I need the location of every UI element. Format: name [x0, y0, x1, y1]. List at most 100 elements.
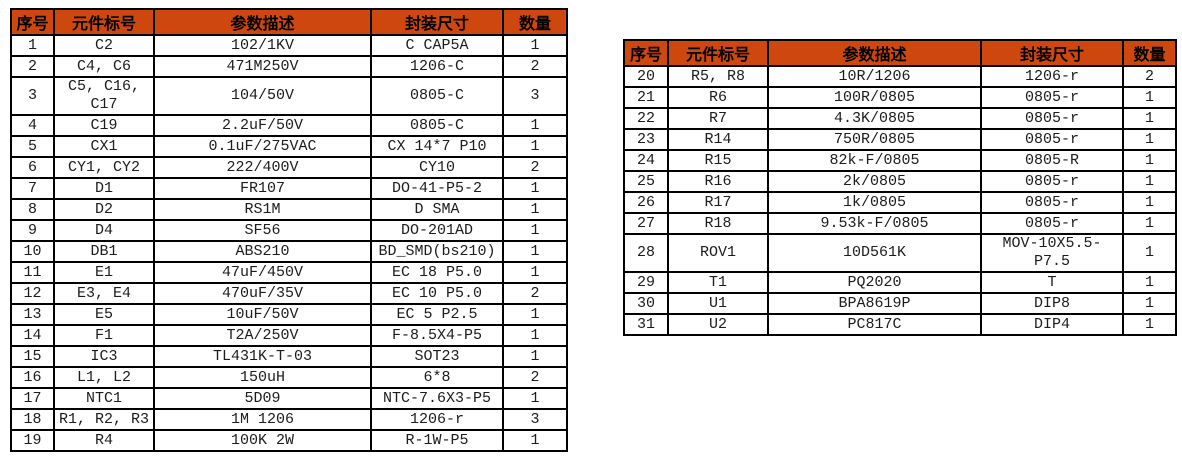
table-cell: 1k/0805	[767, 191, 982, 214]
table-row: 28 ROV1 10D561K MOV-10X5.5- P7.5 1	[623, 233, 1177, 273]
table-cell: 21	[623, 86, 669, 109]
table-cell: EC 10 P5.0	[370, 282, 504, 305]
table-row: 9 D4 SF56 DO-201AD 1	[10, 219, 568, 242]
table-row: 20 R5, R8 10R/1206 1206-r 2	[623, 65, 1177, 88]
table-row: 5 CX1 0.1uF/275VAC CX 14*7 P10 1	[10, 135, 568, 158]
table-cell: 102/1KV	[153, 34, 372, 57]
table-cell: 1	[502, 114, 568, 137]
table-cell: 4	[10, 114, 55, 137]
header-row: 序号 元件标号 参数描述 封装尺寸 数量	[623, 39, 1177, 67]
table-cell: TL431K-T-03	[153, 345, 372, 368]
table-cell: 0.1uF/275VAC	[153, 135, 372, 158]
table-cell: 222/400V	[153, 156, 372, 179]
table-cell: 0805-C	[370, 76, 504, 116]
table-cell: 10	[10, 240, 55, 263]
table-cell: 12	[10, 282, 55, 305]
table-cell: ROV1	[667, 233, 769, 273]
table-cell: NTC1	[53, 387, 155, 410]
table-cell: T1	[667, 271, 769, 294]
table-cell: 1206-r	[980, 65, 1124, 88]
table-row: 23 R14 750R/0805 0805-r 1	[623, 128, 1177, 151]
table-row: 13 E5 10uF/50V EC 5 P2.5 1	[10, 303, 568, 326]
table-cell: 9	[10, 219, 55, 242]
column-header-4: 数量	[1122, 39, 1177, 67]
table-cell: FR107	[153, 177, 372, 200]
table-cell: R6	[667, 86, 769, 109]
table-cell: 31	[623, 313, 669, 336]
table-cell: C4, C6	[53, 55, 155, 78]
table-row: 4 C19 2.2uF/50V 0805-C 1	[10, 114, 568, 137]
table-cell: F-8.5X4-P5	[370, 324, 504, 347]
table-row: 14 F1 T2A/250V F-8.5X4-P5 1	[10, 324, 568, 347]
column-header-2: 参数描述	[767, 39, 982, 67]
table-cell: 1	[502, 345, 568, 368]
column-header-0: 序号	[623, 39, 669, 67]
table-cell: C5, C16, C17	[53, 76, 155, 116]
table-cell: 104/50V	[153, 76, 372, 116]
table-cell: 0805-C	[370, 114, 504, 137]
table-cell: 23	[623, 128, 669, 151]
table-cell: 19	[10, 429, 55, 452]
table-cell: 2	[502, 55, 568, 78]
table-cell: D SMA	[370, 198, 504, 221]
table-cell: 6*8	[370, 366, 504, 389]
table-cell: L1, L2	[53, 366, 155, 389]
table-cell: 20	[623, 65, 669, 88]
table-cell: U2	[667, 313, 769, 336]
table-cell: 11	[10, 261, 55, 284]
table-cell: 10R/1206	[767, 65, 982, 88]
table-cell: 2	[10, 55, 55, 78]
table-cell: D1	[53, 177, 155, 200]
table-cell: DO-201AD	[370, 219, 504, 242]
table-row: 7 D1 FR107 DO-41-P5-2 1	[10, 177, 568, 200]
table-cell: D4	[53, 219, 155, 242]
table-cell: 1206-r	[370, 408, 504, 431]
table-cell: 0805-r	[980, 212, 1124, 235]
table-cell: 1	[1122, 191, 1177, 214]
table-cell: 15	[10, 345, 55, 368]
table-cell: E1	[53, 261, 155, 284]
table-cell: 1206-C	[370, 55, 504, 78]
table-cell: 1	[1122, 271, 1177, 294]
table-row: 15 IC3 TL431K-T-03 SOT23 1	[10, 345, 568, 368]
table-cell: 470uF/35V	[153, 282, 372, 305]
table-cell: 7	[10, 177, 55, 200]
table-cell: 1	[502, 177, 568, 200]
table-cell: 1	[1122, 233, 1177, 273]
table-cell: IC3	[53, 345, 155, 368]
bom-table-left: 序号 元件标号 参数描述 封装尺寸 数量 1 C2 102/1KV C CAP5A 1 2 C4, C…	[10, 8, 568, 452]
column-header-4: 数量	[502, 8, 568, 36]
table-cell: CY1, CY2	[53, 156, 155, 179]
table-cell: NTC-7.6X3-P5	[370, 387, 504, 410]
table-cell: R4	[53, 429, 155, 452]
table-cell: 17	[10, 387, 55, 410]
table-cell: R18	[667, 212, 769, 235]
table-cell: 2k/0805	[767, 170, 982, 193]
table-row: 31 U2 PC817C DIP4 1	[623, 313, 1177, 336]
table-cell: R-1W-P5	[370, 429, 504, 452]
table-cell: 3	[10, 76, 55, 116]
table-cell: R5, R8	[667, 65, 769, 88]
table-cell: T	[980, 271, 1124, 294]
table-cell: 28	[623, 233, 669, 273]
table-cell: 150uH	[153, 366, 372, 389]
table-cell: 1	[1122, 149, 1177, 172]
table-cell: 1	[1122, 292, 1177, 315]
table-cell: R7	[667, 107, 769, 130]
table-row: 10 DB1 ABS210 BD_SMD(bs210) 1	[10, 240, 568, 263]
table-cell: PQ2020	[767, 271, 982, 294]
table-row: 27 R18 9.53k-F/0805 0805-r 1	[623, 212, 1177, 235]
table-cell: R15	[667, 149, 769, 172]
table-cell: EC 5 P2.5	[370, 303, 504, 326]
table-cell: U1	[667, 292, 769, 315]
table-cell: 0805-r	[980, 86, 1124, 109]
table-cell: CX1	[53, 135, 155, 158]
table-cell: 2	[502, 282, 568, 305]
table-cell: 1	[502, 34, 568, 57]
table-cell: 27	[623, 212, 669, 235]
table-cell: 0805-r	[980, 128, 1124, 151]
table-cell: 1M 1206	[153, 408, 372, 431]
table-cell: 10uF/50V	[153, 303, 372, 326]
table-cell: 1	[1122, 212, 1177, 235]
table-cell: 1	[10, 34, 55, 57]
